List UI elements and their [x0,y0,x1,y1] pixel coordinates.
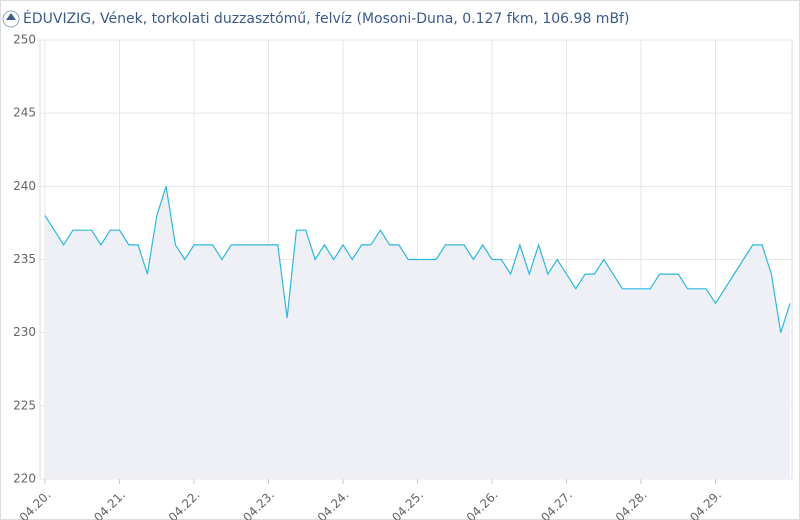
y-tick-label: 225 [13,398,36,412]
y-tick-label: 235 [13,252,36,266]
logo [2,10,20,28]
area [45,186,790,480]
line [44,186,791,333]
y-tick-label: 250 [13,33,36,47]
y-tick-label: 245 [13,106,36,120]
y-tick-label: 220 [13,472,36,486]
chart-title: ÉDUVIZIG, Vének, torkolati duzzasztómű, … [23,10,629,27]
y-tick-label: 240 [13,179,36,193]
y-tick-label: 230 [13,325,36,339]
